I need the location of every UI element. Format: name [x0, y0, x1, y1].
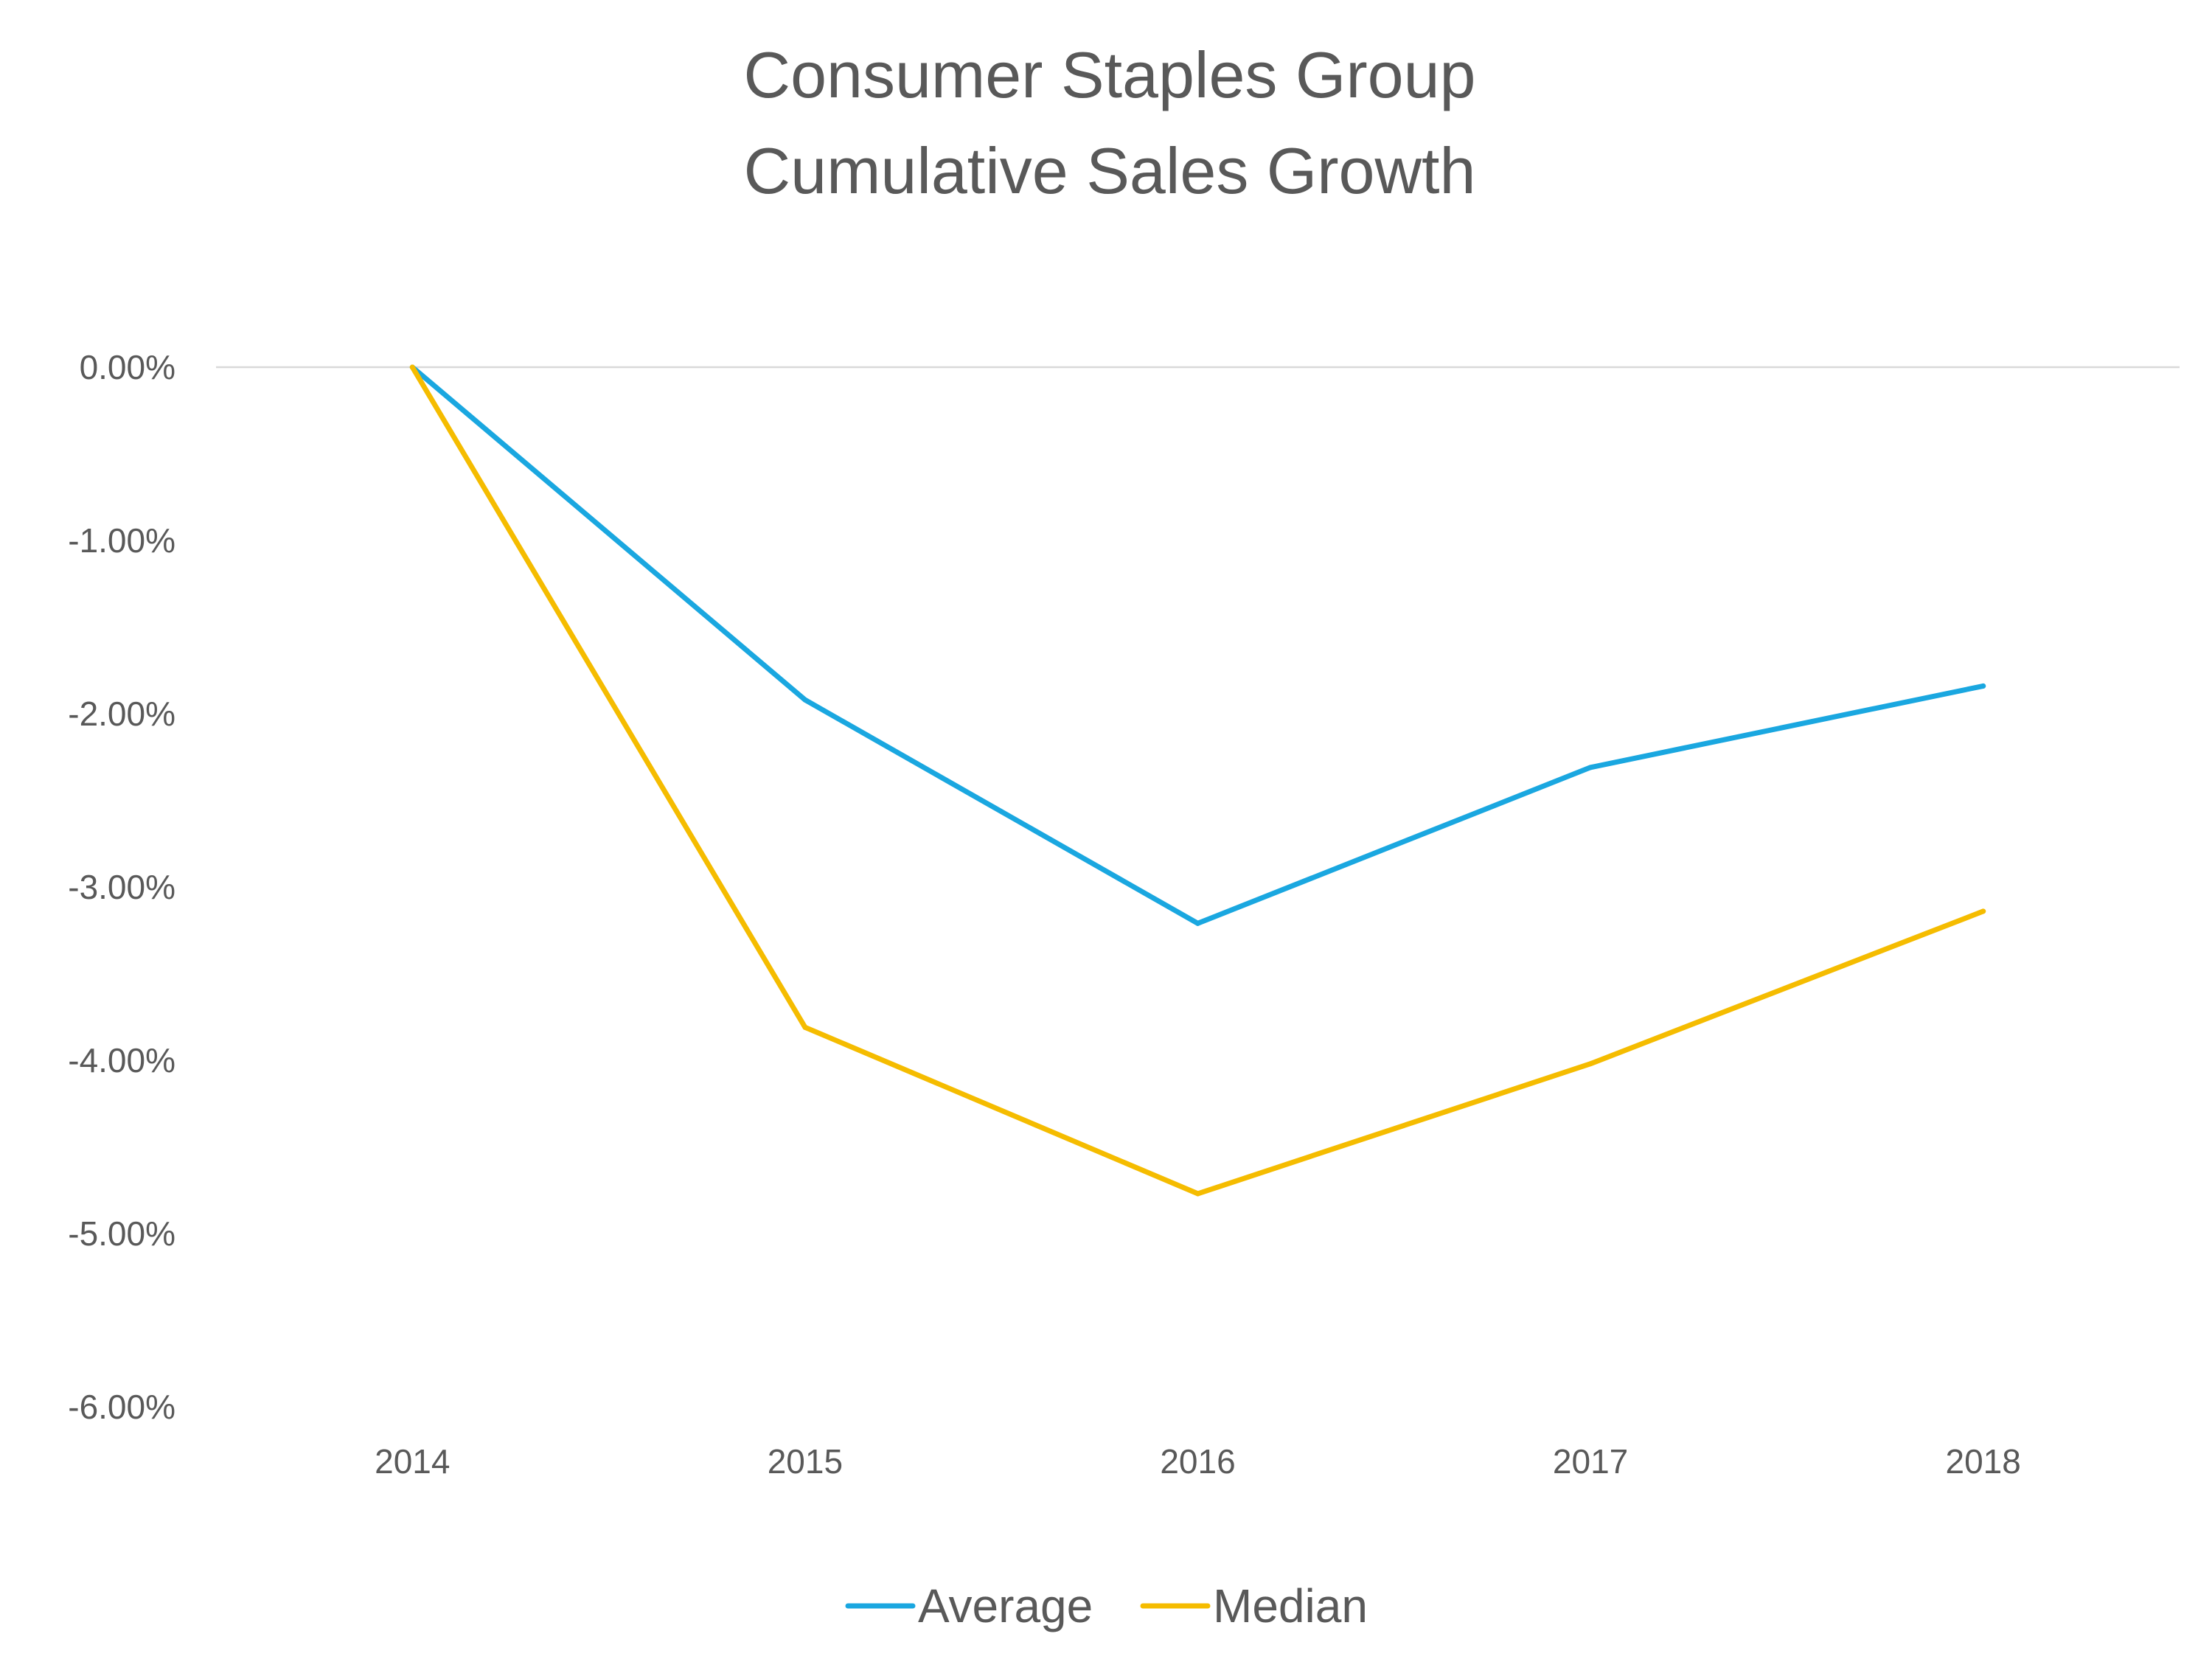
data-point-average — [1980, 683, 1986, 689]
data-point-average — [1587, 765, 1593, 771]
chart-title: Consumer Staples Group Cumulative Sales … — [744, 38, 1476, 207]
series-median — [409, 364, 1986, 1197]
data-point-median — [1587, 1061, 1593, 1067]
y-tick-label: -2.00% — [68, 695, 175, 733]
legend-item-average: Average — [845, 1579, 1093, 1632]
y-tick-label: 0.00% — [80, 348, 175, 386]
chart-title-line-2: Cumulative Sales Growth — [744, 134, 1476, 207]
legend: Average Median — [845, 1579, 1368, 1632]
y-tick-label: -4.00% — [68, 1041, 175, 1079]
data-point-median — [1195, 1191, 1200, 1197]
x-tick-label: 2016 — [1160, 1442, 1235, 1481]
x-tick-label: 2014 — [375, 1442, 450, 1481]
series-lines — [409, 364, 1986, 1197]
data-point-median — [1980, 908, 1986, 914]
series-line-average — [409, 364, 1986, 926]
data-point-median — [802, 1024, 808, 1030]
series-line-median — [409, 364, 1986, 1197]
chart-title-line-1: Consumer Staples Group — [744, 38, 1476, 111]
legend-label: Median — [1213, 1579, 1368, 1632]
legend-label: Average — [918, 1579, 1093, 1632]
plot-area: 0.00% -1.00% -2.00% -3.00% -4.00% -5.00% -6.00… — [68, 348, 2180, 1481]
legend-item-median: Median — [1140, 1579, 1368, 1632]
x-tick-label: 2017 — [1553, 1442, 1628, 1481]
y-tick-label: -5.00% — [68, 1214, 175, 1253]
data-point-average — [1195, 920, 1200, 926]
data-point-average — [802, 697, 808, 703]
series-average — [409, 364, 1986, 926]
x-tick-label: 2015 — [768, 1442, 843, 1481]
y-tick-label: -3.00% — [68, 868, 175, 906]
data-point-median — [409, 364, 415, 370]
y-tick-label: -6.00% — [68, 1388, 175, 1426]
y-tick-label: -1.00% — [68, 521, 175, 560]
x-tick-label: 2018 — [1946, 1442, 2021, 1481]
